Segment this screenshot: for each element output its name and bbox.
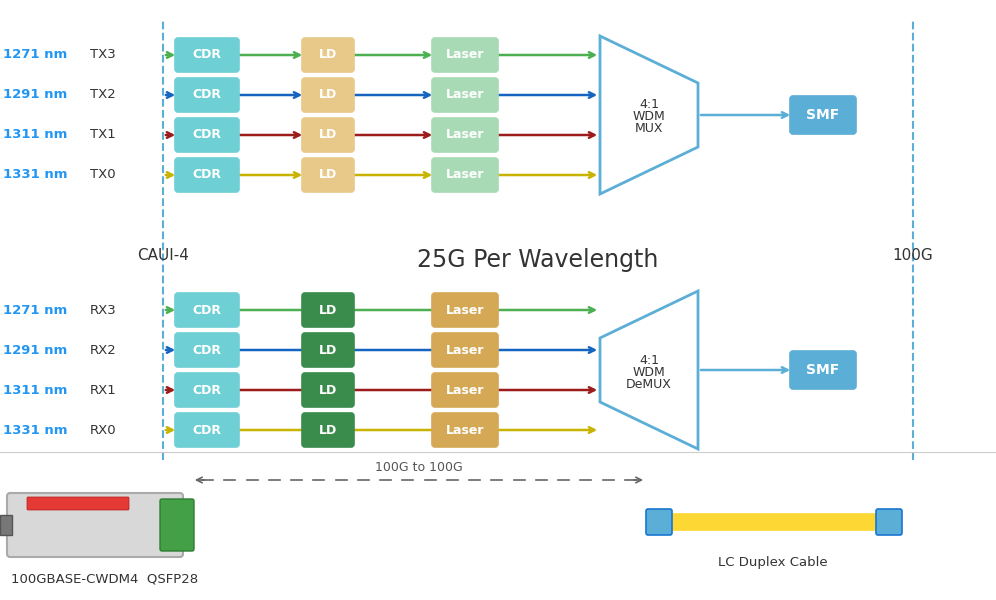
Text: RX3: RX3 xyxy=(90,304,117,317)
Text: CDR: CDR xyxy=(192,128,221,142)
Text: RX1: RX1 xyxy=(90,383,117,397)
Polygon shape xyxy=(600,291,698,449)
Text: Laser: Laser xyxy=(446,49,484,61)
Text: LD: LD xyxy=(319,304,337,317)
FancyBboxPatch shape xyxy=(0,515,12,535)
Text: TX0: TX0 xyxy=(90,169,116,181)
Text: CDR: CDR xyxy=(192,343,221,356)
FancyBboxPatch shape xyxy=(302,78,354,112)
FancyBboxPatch shape xyxy=(175,78,239,112)
Text: 4:1: 4:1 xyxy=(639,98,659,112)
Text: LC Duplex Cable: LC Duplex Cable xyxy=(718,556,828,569)
Text: Laser: Laser xyxy=(446,169,484,181)
Text: 100G: 100G xyxy=(892,248,933,263)
Text: SMF: SMF xyxy=(807,108,840,122)
Text: 25G Per Wavelength: 25G Per Wavelength xyxy=(417,248,658,272)
FancyBboxPatch shape xyxy=(302,373,354,407)
Text: MUX: MUX xyxy=(634,122,663,136)
Text: DeMUX: DeMUX xyxy=(626,377,672,391)
FancyBboxPatch shape xyxy=(432,373,498,407)
Text: 100GBASE-CWDM4  QSFP28: 100GBASE-CWDM4 QSFP28 xyxy=(11,572,198,585)
FancyBboxPatch shape xyxy=(175,413,239,447)
FancyBboxPatch shape xyxy=(175,333,239,367)
Text: CDR: CDR xyxy=(192,304,221,317)
Text: TX2: TX2 xyxy=(90,88,116,101)
Text: 4:1: 4:1 xyxy=(639,353,659,367)
FancyBboxPatch shape xyxy=(646,509,672,535)
Text: CDR: CDR xyxy=(192,383,221,397)
Text: LD: LD xyxy=(319,49,337,61)
FancyBboxPatch shape xyxy=(7,493,183,557)
Text: 1331 nm: 1331 nm xyxy=(3,424,68,437)
Text: LD: LD xyxy=(319,128,337,142)
Polygon shape xyxy=(600,36,698,194)
Text: RX2: RX2 xyxy=(90,343,117,356)
FancyBboxPatch shape xyxy=(432,158,498,192)
Text: Laser: Laser xyxy=(446,424,484,437)
Text: Laser: Laser xyxy=(446,128,484,142)
Text: Laser: Laser xyxy=(446,383,484,397)
Text: CDR: CDR xyxy=(192,88,221,101)
FancyBboxPatch shape xyxy=(302,118,354,152)
Text: CAUI-4: CAUI-4 xyxy=(137,248,189,263)
FancyBboxPatch shape xyxy=(432,333,498,367)
FancyBboxPatch shape xyxy=(432,78,498,112)
Text: LD: LD xyxy=(319,88,337,101)
FancyBboxPatch shape xyxy=(302,158,354,192)
Text: 1271 nm: 1271 nm xyxy=(3,49,68,61)
Text: 1291 nm: 1291 nm xyxy=(3,343,68,356)
Text: CDR: CDR xyxy=(192,424,221,437)
Text: 1271 nm: 1271 nm xyxy=(3,304,68,317)
Text: 1311 nm: 1311 nm xyxy=(3,128,68,142)
Text: SMF: SMF xyxy=(807,363,840,377)
Text: 1291 nm: 1291 nm xyxy=(3,88,68,101)
FancyBboxPatch shape xyxy=(876,509,902,535)
Text: LD: LD xyxy=(319,383,337,397)
FancyBboxPatch shape xyxy=(160,499,194,551)
FancyBboxPatch shape xyxy=(302,413,354,447)
Text: LD: LD xyxy=(319,424,337,437)
FancyBboxPatch shape xyxy=(790,96,856,134)
Text: Laser: Laser xyxy=(446,343,484,356)
Text: 1311 nm: 1311 nm xyxy=(3,383,68,397)
Text: Laser: Laser xyxy=(446,304,484,317)
FancyBboxPatch shape xyxy=(175,293,239,327)
FancyBboxPatch shape xyxy=(302,333,354,367)
Text: CDR: CDR xyxy=(192,49,221,61)
FancyBboxPatch shape xyxy=(302,293,354,327)
Text: TX1: TX1 xyxy=(90,128,116,142)
FancyBboxPatch shape xyxy=(432,38,498,72)
FancyBboxPatch shape xyxy=(175,38,239,72)
FancyBboxPatch shape xyxy=(790,351,856,389)
Text: WDM: WDM xyxy=(632,110,665,124)
Text: TX3: TX3 xyxy=(90,49,116,61)
Text: WDM: WDM xyxy=(632,365,665,379)
Text: CDR: CDR xyxy=(192,169,221,181)
Text: LD: LD xyxy=(319,343,337,356)
Text: LD: LD xyxy=(319,169,337,181)
FancyBboxPatch shape xyxy=(27,497,129,510)
FancyBboxPatch shape xyxy=(302,38,354,72)
Text: 1331 nm: 1331 nm xyxy=(3,169,68,181)
FancyBboxPatch shape xyxy=(175,118,239,152)
Text: RX0: RX0 xyxy=(90,424,117,437)
FancyBboxPatch shape xyxy=(432,118,498,152)
Text: Laser: Laser xyxy=(446,88,484,101)
FancyBboxPatch shape xyxy=(432,413,498,447)
Text: 100G to 100G: 100G to 100G xyxy=(375,461,463,474)
FancyBboxPatch shape xyxy=(175,373,239,407)
FancyBboxPatch shape xyxy=(432,293,498,327)
FancyBboxPatch shape xyxy=(175,158,239,192)
